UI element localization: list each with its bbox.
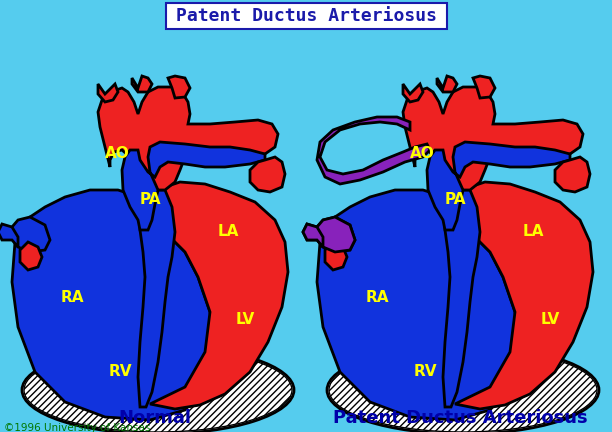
Polygon shape	[303, 224, 323, 247]
Text: Patent Ductus Arteriosus: Patent Ductus Arteriosus	[333, 409, 588, 427]
Polygon shape	[317, 217, 355, 252]
Polygon shape	[150, 182, 288, 409]
Text: LV: LV	[540, 312, 559, 327]
Polygon shape	[473, 76, 495, 98]
Ellipse shape	[327, 346, 599, 432]
Polygon shape	[122, 142, 265, 230]
Polygon shape	[12, 190, 215, 420]
Polygon shape	[555, 157, 590, 192]
Polygon shape	[168, 76, 190, 98]
Ellipse shape	[22, 346, 294, 432]
Polygon shape	[20, 242, 42, 270]
Text: LA: LA	[217, 225, 239, 239]
Text: RA: RA	[365, 289, 389, 305]
Text: PA: PA	[140, 193, 161, 207]
Polygon shape	[98, 84, 118, 102]
Text: LV: LV	[236, 312, 255, 327]
Polygon shape	[250, 157, 285, 192]
Polygon shape	[138, 190, 175, 407]
Text: RA: RA	[60, 289, 84, 305]
Polygon shape	[317, 117, 430, 184]
Text: AO: AO	[409, 146, 435, 162]
Polygon shape	[437, 76, 457, 92]
Polygon shape	[303, 224, 323, 247]
Polygon shape	[317, 190, 520, 420]
FancyBboxPatch shape	[166, 3, 447, 29]
Text: AO: AO	[105, 146, 129, 162]
Polygon shape	[12, 217, 50, 252]
Text: Normal: Normal	[119, 409, 192, 427]
Text: LA: LA	[522, 225, 543, 239]
Text: PA: PA	[444, 193, 466, 207]
Polygon shape	[403, 84, 423, 102]
Polygon shape	[443, 190, 480, 407]
Polygon shape	[403, 87, 583, 190]
Polygon shape	[427, 142, 570, 230]
Polygon shape	[98, 87, 278, 190]
Polygon shape	[317, 217, 355, 252]
Polygon shape	[132, 76, 152, 92]
Polygon shape	[0, 224, 18, 247]
Text: ©1996 University of Kansas: ©1996 University of Kansas	[4, 423, 151, 432]
Text: Patent Ductus Arteriosus: Patent Ductus Arteriosus	[176, 7, 438, 25]
Polygon shape	[325, 242, 347, 270]
Text: RV: RV	[413, 365, 437, 379]
Polygon shape	[455, 182, 593, 409]
Text: RV: RV	[108, 365, 132, 379]
